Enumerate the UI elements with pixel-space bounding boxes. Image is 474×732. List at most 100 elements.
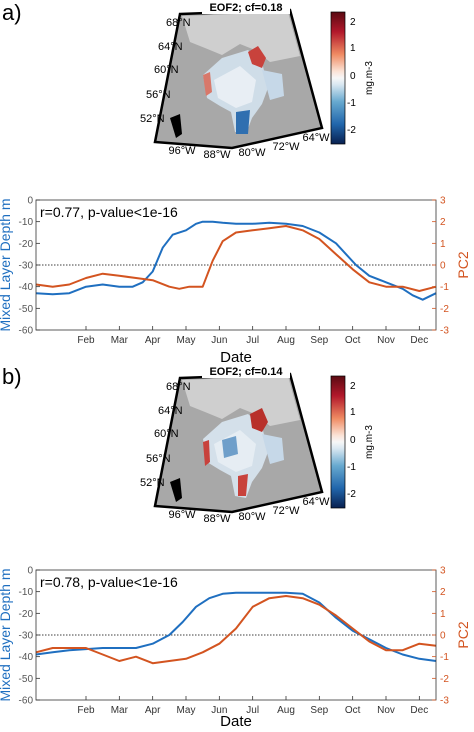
map-a: 68°N 64°N 60°N 56°N 52°N 96°W 88°W 80°W … bbox=[140, 0, 330, 161]
colorbar-tick: -1 bbox=[347, 462, 356, 473]
left-tick-label: -30 bbox=[19, 631, 34, 642]
right-tick-label: -2 bbox=[440, 674, 449, 685]
x-tick-label: Nov bbox=[377, 705, 395, 716]
right-tick-label: -1 bbox=[440, 652, 449, 663]
y-axis-label-right-b: PC2 bbox=[455, 621, 471, 648]
colorbar-a: 2 1 0 -1 -2 mg.m-3 bbox=[330, 11, 375, 145]
map-title-bg-a bbox=[202, 0, 290, 14]
right-tick-label: 0 bbox=[440, 631, 446, 642]
x-tick-label: Mar bbox=[111, 705, 129, 716]
panel-label-b: b) bbox=[2, 364, 22, 389]
x-tick-label: Mar bbox=[111, 335, 129, 346]
line-chart-b: 0 -10 -20 -30 -40 -50 -60 3 2 1 0 -1 -2 -3 Feb Mar Apr… bbox=[0, 566, 471, 731]
x-axis-b: Feb Mar Apr May Jun Jul Aug Sep Oct Nov Dec bbox=[77, 696, 428, 716]
west-coast-anomaly-b bbox=[203, 440, 210, 466]
lon-label: 72°W bbox=[272, 141, 300, 153]
right-tick-label: -3 bbox=[440, 326, 449, 337]
x-tick-label: Dec bbox=[410, 335, 428, 346]
x-tick-label: Dec bbox=[410, 705, 428, 716]
colorbar-unit-b: mg.m-3 bbox=[364, 425, 375, 459]
x-tick-label: Sep bbox=[310, 335, 328, 346]
right-axis-b: 3 2 1 0 -1 -2 -3 bbox=[432, 566, 449, 707]
panel-b: b) 68°N 64°N 60°N 56°N 52°N 96°W 88°W bbox=[0, 364, 471, 730]
x-tick-label: Jul bbox=[246, 335, 259, 346]
map-title-bg-b bbox=[202, 364, 290, 378]
x-tick-label: Sep bbox=[310, 705, 328, 716]
y-axis-label-right-a: PC2 bbox=[455, 251, 471, 278]
left-tick-label: -10 bbox=[19, 587, 34, 598]
lon-label: 88°W bbox=[203, 149, 231, 161]
x-tick-label: Jul bbox=[246, 705, 259, 716]
x-tick-label: Feb bbox=[77, 335, 95, 346]
land-north-b bbox=[182, 376, 300, 426]
right-tick-label: -2 bbox=[440, 304, 449, 315]
pc2-series-line bbox=[35, 225, 437, 292]
lat-label: 52°N bbox=[140, 113, 165, 125]
chart-b-series bbox=[35, 591, 437, 665]
lon-label: 96°W bbox=[168, 145, 196, 157]
colorbar-unit-a: mg.m-3 bbox=[364, 61, 375, 95]
left-axis-a: 0 -10 -20 -30 -40 -50 -60 bbox=[19, 196, 40, 337]
panel-label-a: a) bbox=[2, 0, 22, 25]
colorbar-tick: 0 bbox=[350, 435, 356, 446]
colorbar-tick: 1 bbox=[350, 407, 356, 418]
x-tick-label: Feb bbox=[77, 705, 95, 716]
left-tick-label: -40 bbox=[19, 282, 34, 293]
mld-series-line bbox=[35, 591, 437, 662]
mld-series-line bbox=[35, 220, 437, 301]
southeast-anomaly-b bbox=[238, 474, 248, 496]
y-axis-label-left-b: Mixed Layer Depth m bbox=[0, 568, 13, 701]
x-axis-label-b: Date bbox=[220, 713, 252, 730]
lon-labels-b: 96°W 88°W 80°W 72°W 64°W bbox=[168, 496, 330, 525]
west-coast-anomaly-a bbox=[203, 72, 212, 96]
lat-label: 60°N bbox=[154, 64, 179, 76]
lon-label: 96°W bbox=[168, 509, 196, 521]
colorbar-tick: -2 bbox=[347, 489, 356, 500]
lon-labels-a: 96°W 88°W 80°W 72°W 64°W bbox=[168, 132, 330, 161]
x-tick-label: Aug bbox=[277, 335, 295, 346]
line-chart-a: 0 -10 -20 -30 -40 -50 -60 3 2 1 0 -1 -2 -3 Feb Mar Apr… bbox=[0, 196, 471, 367]
right-tick-label: 0 bbox=[440, 261, 446, 272]
annotation-b: r=0.78, p-value<1e-16 bbox=[40, 574, 178, 590]
positive-anomaly-a bbox=[248, 46, 266, 68]
x-axis-label-a: Date bbox=[220, 349, 252, 366]
x-tick-label: Nov bbox=[377, 335, 395, 346]
x-tick-label: Apr bbox=[145, 705, 161, 716]
y-axis-label-left-a: Mixed Layer Depth m bbox=[0, 198, 13, 331]
right-tick-label: -3 bbox=[440, 696, 449, 707]
lat-label: 68°N bbox=[166, 17, 191, 29]
left-axis-b: 0 -10 -20 -30 -40 -50 -60 bbox=[19, 566, 40, 707]
land-north-a bbox=[182, 12, 300, 62]
left-tick-label: -50 bbox=[19, 304, 34, 315]
right-tick-label: 1 bbox=[440, 609, 446, 620]
right-tick-label: 3 bbox=[440, 566, 446, 577]
x-axis-a: Feb Mar Apr May Jun Jul Aug Sep Oct Nov Dec bbox=[77, 326, 428, 346]
colorbar-tick: -1 bbox=[347, 98, 356, 109]
lat-label: 56°N bbox=[146, 453, 171, 465]
lon-label: 64°W bbox=[302, 132, 330, 144]
x-tick-label: Aug bbox=[277, 705, 295, 716]
x-tick-label: Jun bbox=[211, 705, 227, 716]
left-tick-label: 0 bbox=[27, 196, 33, 207]
lat-label: 68°N bbox=[166, 381, 191, 393]
lon-label: 72°W bbox=[272, 505, 300, 517]
left-tick-label: -50 bbox=[19, 674, 34, 685]
left-tick-label: 0 bbox=[27, 566, 33, 577]
southern-land-a bbox=[170, 114, 182, 138]
map-b: 68°N 64°N 60°N 56°N 52°N 96°W 88°W 80°W … bbox=[140, 364, 330, 525]
colorbar-tick: 0 bbox=[350, 71, 356, 82]
x-tick-label: May bbox=[177, 335, 196, 346]
map-title-a: EOF2; cf=0.18 bbox=[209, 2, 282, 14]
left-tick-label: -20 bbox=[19, 239, 34, 250]
negative-anomaly-a bbox=[236, 110, 250, 134]
lat-label: 60°N bbox=[154, 428, 179, 440]
lat-label: 52°N bbox=[140, 477, 165, 489]
x-tick-label: Apr bbox=[145, 335, 161, 346]
map-title-b: EOF2; cf=0.14 bbox=[209, 366, 283, 378]
lon-label: 88°W bbox=[203, 513, 231, 525]
left-tick-label: -20 bbox=[19, 609, 34, 620]
lat-labels-b: 68°N 64°N 60°N 56°N 52°N bbox=[140, 381, 191, 489]
right-tick-label: 3 bbox=[440, 196, 446, 207]
left-tick-label: -60 bbox=[19, 696, 34, 707]
